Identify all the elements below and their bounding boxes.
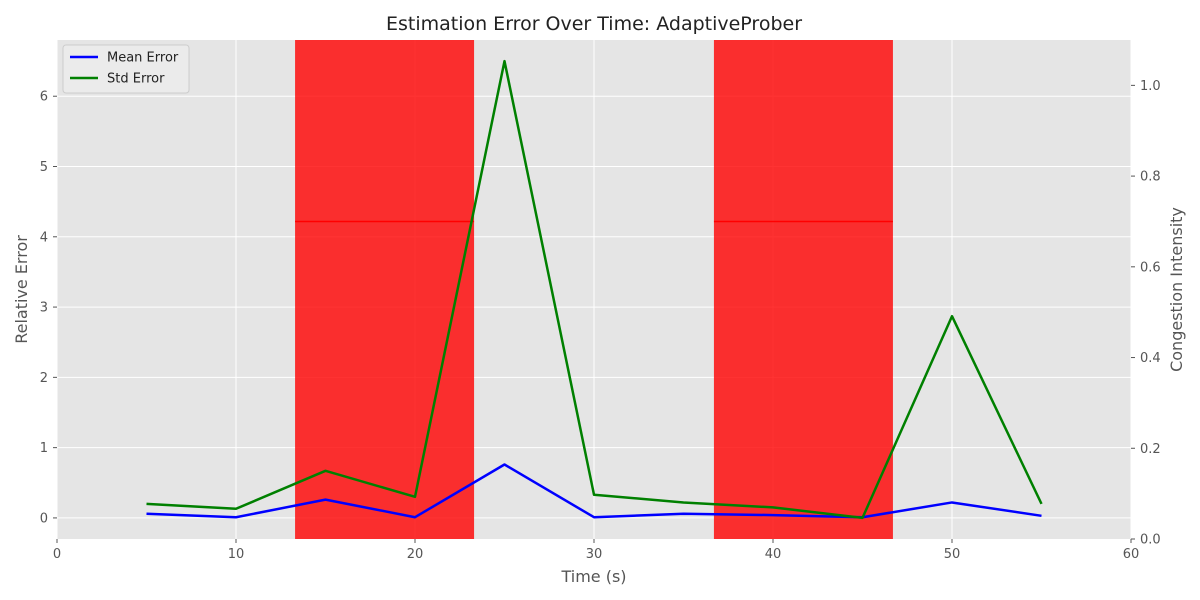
legend-label: Std Error <box>107 72 165 87</box>
x-tick-label: 20 <box>407 547 424 562</box>
legend-label: Mean Error <box>107 51 179 66</box>
y2-tick-label: 0.6 <box>1140 260 1161 275</box>
y-tick-label: 0 <box>40 511 48 526</box>
x-tick-label: 30 <box>586 547 603 562</box>
y-tick-label: 4 <box>40 230 48 245</box>
y-axis-title: Relative Error <box>12 235 31 344</box>
y2-tick-label: 0.0 <box>1140 533 1161 548</box>
chart-title: Estimation Error Over Time: AdaptiveProb… <box>386 13 802 35</box>
y-tick-label: 5 <box>40 160 48 175</box>
x-axis-title: Time (s) <box>560 567 626 586</box>
y-tick-label: 3 <box>40 301 48 316</box>
x-tick-label: 60 <box>1123 547 1140 562</box>
y-tick-label: 6 <box>40 90 48 105</box>
y2-tick-label: 1.0 <box>1140 79 1161 94</box>
x-tick-label: 40 <box>765 547 782 562</box>
axes: 0 10 20 30 40 50 60 0 1 2 3 4 5 6 0.0 0.2 0.4 0.6 0.8 1.0 <box>40 79 1161 562</box>
y-tick-label: 1 <box>40 441 48 456</box>
series-lines <box>146 59 1043 520</box>
x-tick-label: 50 <box>944 547 961 562</box>
y2-tick-label: 0.2 <box>1140 442 1161 457</box>
congestion-bands <box>295 40 893 539</box>
congestion-band <box>713 40 893 539</box>
series-line-mean-error <box>146 463 1042 519</box>
congestion-band <box>295 40 475 539</box>
y2-axis-title: Congestion Intensity <box>1167 207 1186 372</box>
x-tick-label: 0 <box>53 547 61 562</box>
y-tick-label: 2 <box>40 371 48 386</box>
y2-tick-label: 0.8 <box>1140 170 1161 185</box>
series-line-std-error <box>146 59 1043 520</box>
x-tick-label: 10 <box>228 547 245 562</box>
y2-tick-label: 0.4 <box>1140 351 1161 366</box>
legend: Mean Error Std Error <box>62 44 190 94</box>
